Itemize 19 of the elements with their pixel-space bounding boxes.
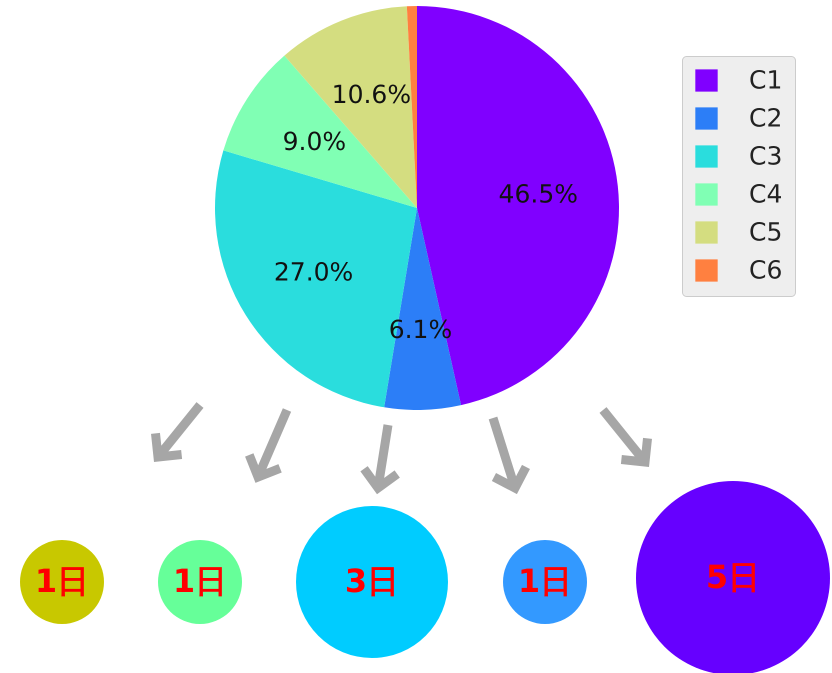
- legend-label: C2: [749, 104, 782, 132]
- data-label: 9.0%: [282, 126, 346, 156]
- legend-label: C4: [749, 180, 782, 208]
- pie-slice: [384, 208, 462, 410]
- text: 5日: [706, 557, 760, 598]
- legend-label: C5: [749, 218, 782, 246]
- data-label: 10.6%: [332, 80, 412, 109]
- data-label: 46.5%: [498, 180, 578, 209]
- pie-slice: [284, 6, 417, 208]
- legend-label: C3: [749, 142, 782, 170]
- text: 1日: [34, 561, 90, 602]
- legend-label: C1: [749, 66, 782, 94]
- data-label: 6.1%: [388, 314, 452, 344]
- text: 3日: [344, 561, 400, 602]
- text: 1日: [518, 561, 572, 602]
- pie-slice: [223, 56, 417, 208]
- text: 1日: [172, 561, 228, 602]
- data-label: 27.0%: [274, 258, 354, 287]
- legend-label: C6: [749, 256, 782, 284]
